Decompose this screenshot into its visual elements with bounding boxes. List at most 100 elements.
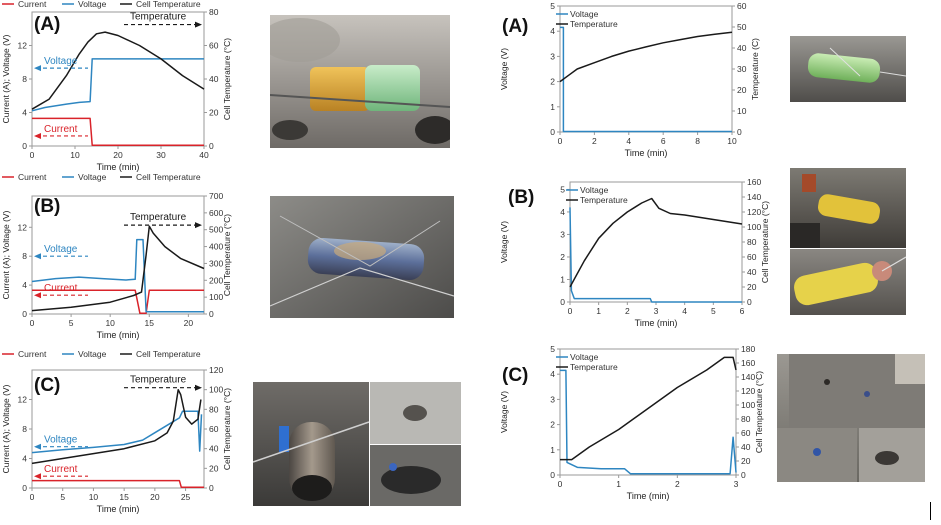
x-tick-label: 2 — [592, 136, 597, 146]
x-tick-label: 2 — [625, 306, 630, 316]
y2-tick-label: 50 — [737, 22, 747, 32]
series-line-voltage — [560, 26, 732, 133]
x-tick-label: 0 — [30, 492, 35, 502]
legend-label: Current — [18, 0, 47, 9]
y-tick-label: 3 — [560, 229, 565, 239]
legend-label: Current — [18, 172, 47, 182]
y2-tick-label: 100 — [741, 400, 755, 410]
annotation-arrowhead — [195, 222, 202, 229]
y2-tick-label: 300 — [209, 258, 223, 268]
y2-tick-label: 700 — [209, 191, 223, 201]
photo-cell-b-left — [270, 196, 454, 318]
annotation-label: Current — [44, 283, 78, 294]
x-tick-label: 20 — [184, 318, 194, 328]
y2-tick-label: 20 — [209, 463, 219, 473]
x-tick-label: 4 — [682, 306, 687, 316]
y2-tick-label: 60 — [737, 1, 747, 11]
y-tick-label: 4 — [560, 207, 565, 217]
legend-label: Cell Temperature — [136, 172, 201, 182]
y-axis-label: Voltage (V) — [499, 48, 509, 90]
y2-tick-label: 20 — [741, 456, 751, 466]
series-line-cell-temperature — [31, 31, 205, 110]
x-axis-label: Time (min) — [625, 148, 668, 158]
legend-label: Voltage — [570, 9, 599, 19]
y-axis-label: Current (A); Voltage (V) — [1, 34, 11, 123]
y2-tick-label: 160 — [741, 358, 755, 368]
x-tick-label: 8 — [695, 136, 700, 146]
y2-tick-label: 40 — [737, 43, 747, 53]
y-tick-label: 1 — [550, 102, 555, 112]
annotation-label: Current — [44, 124, 78, 135]
y2-tick-label: 0 — [209, 141, 214, 151]
annotation-arrowhead — [34, 132, 41, 139]
y2-tick-label: 80 — [741, 414, 751, 424]
legend-label: Temperature — [570, 362, 618, 372]
y2-tick-label: 40 — [747, 267, 757, 277]
x-tick-label: 1 — [616, 479, 621, 489]
x-tick-label: 15 — [119, 492, 129, 502]
y-tick-label: 3 — [550, 51, 555, 61]
y2-axis-label: Cell Temperature (°C) — [754, 371, 764, 453]
x-tick-label: 3 — [734, 479, 739, 489]
legend-label: Cell Temperature — [136, 349, 201, 359]
annotation-arrowhead — [34, 473, 41, 480]
x-axis-label: Time (min) — [97, 504, 140, 514]
x-axis-label: Time (min) — [635, 318, 678, 328]
y2-tick-label: 100 — [209, 292, 223, 302]
series-line-cell-temperature — [31, 225, 205, 312]
plot-frame — [559, 348, 737, 476]
photo-cell-c-right — [777, 354, 925, 482]
photo-cell-a-left — [270, 15, 450, 148]
x-axis-label: Time (min) — [97, 162, 140, 172]
y2-tick-label: 0 — [741, 470, 746, 480]
x-tick-label: 0 — [558, 136, 563, 146]
y2-tick-label: 30 — [737, 64, 747, 74]
x-tick-label: 5 — [711, 306, 716, 316]
annotation-label: Current — [44, 464, 78, 475]
series-line-current — [32, 117, 204, 146]
y2-tick-label: 60 — [209, 41, 219, 51]
y-tick-label: 5 — [560, 184, 565, 194]
y-tick-label: 12 — [18, 222, 28, 232]
y2-tick-label: 60 — [209, 424, 219, 434]
x-tick-label: 0 — [558, 479, 563, 489]
x-tick-label: 0 — [30, 318, 35, 328]
y2-tick-label: 0 — [209, 309, 214, 319]
y-tick-label: 4 — [22, 280, 27, 290]
x-tick-label: 5 — [69, 318, 74, 328]
y2-tick-label: 0 — [747, 297, 752, 307]
x-tick-label: 1 — [596, 306, 601, 316]
panel-label: (B) — [34, 196, 60, 217]
y2-axis-label: Cell Temperature (°C) — [222, 388, 232, 470]
y-tick-label: 0 — [22, 141, 27, 151]
y2-tick-label: 120 — [209, 365, 223, 375]
y-tick-label: 8 — [22, 74, 27, 84]
annotation-label: Voltage — [44, 56, 78, 67]
y2-tick-label: 80 — [209, 404, 219, 414]
y-tick-label: 1 — [560, 274, 565, 284]
x-axis-label: Time (min) — [97, 330, 140, 340]
panel-label: (B) — [508, 187, 534, 208]
series-line-cell-temperature — [31, 388, 202, 465]
y-tick-label: 4 — [550, 26, 555, 36]
y2-tick-label: 140 — [747, 192, 761, 202]
series-line-current — [32, 289, 204, 315]
plot-frame — [31, 195, 205, 315]
x-tick-label: 6 — [661, 136, 666, 146]
y-tick-label: 4 — [550, 369, 555, 379]
series-line-voltage — [31, 238, 204, 313]
x-tick-label: 0 — [30, 150, 35, 160]
y-tick-label: 0 — [22, 309, 27, 319]
y2-tick-label: 140 — [741, 372, 755, 382]
chart-left-b: 0 5 10 15 20048120100200300400500600700Time … — [1, 172, 232, 340]
legend-label: Current — [18, 349, 47, 359]
y2-tick-label: 100 — [209, 385, 223, 395]
y2-tick-label: 500 — [209, 225, 223, 235]
legend-label: Temperature — [570, 19, 618, 29]
y2-axis-label: Cell Temperature (°C) — [222, 214, 232, 296]
legend-label: Cell Temperature — [136, 0, 201, 9]
x-tick-label: 2 — [675, 479, 680, 489]
